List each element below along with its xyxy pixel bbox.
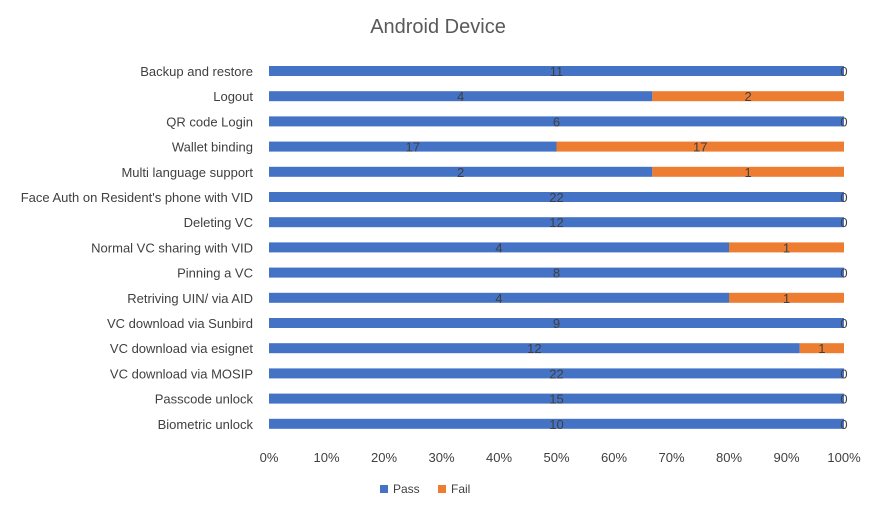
category-label: VC download via MOSIP [110,366,253,381]
category-label: Logout [213,89,253,104]
data-label-pass: 6 [553,114,560,129]
data-label-pass: 22 [549,366,563,381]
data-label-fail: 0 [840,64,847,79]
legend-swatch-pass [380,485,388,493]
data-label-pass: 15 [549,392,563,407]
data-label-pass: 22 [549,190,563,205]
category-label: Backup and restore [140,64,253,79]
data-label-fail: 2 [745,89,752,104]
bar-fail [652,166,844,177]
data-label-fail: 0 [840,417,847,432]
category-label: Passcode unlock [155,392,254,407]
data-label-pass: 12 [549,215,563,230]
data-label-fail: 0 [840,114,847,129]
category-label: Normal VC sharing with VID [91,240,253,255]
data-label-pass: 12 [527,341,541,356]
data-label-pass: 9 [553,316,560,331]
bar-pass [269,141,557,152]
data-label-fail: 1 [783,291,790,306]
x-tick-label: 10% [313,450,339,465]
data-label-fail: 17 [693,140,707,155]
bar-pass [269,368,844,379]
category-label: Pinning a VC [177,266,253,281]
bar-pass [269,66,844,76]
legend: Pass Fail [380,482,470,496]
bars-layer: 11 0 4 2 6 0 17 17 2 1 22 0 12 0 4 1 8 0 4 1 9 0 12 1 22 0 15 0 10 0 [269,64,848,432]
data-label-fail: 0 [840,190,847,205]
category-label: QR code Login [166,114,253,129]
bar-pass [269,242,729,253]
data-label-fail: 1 [783,240,790,255]
category-label: Wallet binding [172,140,253,155]
bar-fail [652,91,844,102]
bar-pass [269,166,653,177]
x-tick-label: 0% [260,450,279,465]
legend-swatch-fail [438,485,446,493]
x-tick-label: 50% [543,450,569,465]
x-tick-label: 100% [827,450,861,465]
bar-pass [269,418,844,429]
bar-pass [269,267,844,278]
category-label: Face Auth on Resident's phone with VID [21,190,253,205]
data-label-pass: 4 [495,240,502,255]
legend-label-fail: Fail [451,482,470,496]
data-label-pass: 4 [495,291,502,306]
category-label: Biometric unlock [158,417,254,432]
category-label: Multi language support [121,165,253,180]
bar-fail [556,141,844,152]
category-label: Deleting VC [184,215,253,230]
x-tick-label: 70% [658,450,684,465]
data-label-pass: 2 [457,165,464,180]
data-label-pass: 10 [549,417,563,432]
legend-label-pass: Pass [393,482,420,496]
data-label-fail: 0 [840,215,847,230]
x-tick-label: 30% [428,450,454,465]
bar-pass [269,217,844,228]
category-label: VC download via esignet [110,341,253,356]
bar-pass [269,393,844,404]
data-label-pass: 11 [550,64,564,79]
data-label-fail: 0 [840,366,847,381]
bar-pass [269,318,844,328]
data-label-pass: 8 [553,266,560,281]
bar-fail [729,242,844,253]
category-label: Retriving UIN/ via AID [127,291,253,306]
category-label: VC download via Sunbird [107,316,253,331]
x-tick-label: 20% [371,450,397,465]
x-tick-label: 80% [716,450,742,465]
data-label-fail: 0 [840,316,847,331]
data-label-fail: 1 [818,341,825,356]
bar-pass [269,116,844,127]
bar-pass [269,192,844,202]
chart-title: Android Device [370,16,506,38]
data-label-pass: 17 [406,140,420,155]
x-tick-label: 90% [773,450,799,465]
bar-pass [269,91,653,102]
category-labels: Backup and restore Logout QR code Login Wal… [21,64,254,432]
data-label-pass: 4 [457,89,464,104]
data-label-fail: 0 [840,266,847,281]
bar-pass [269,292,729,303]
x-axis-ticks: 0% 10% 20% 30% 40% 50% 60% 70% 80% 90% 100% [260,450,861,465]
data-label-fail: 0 [840,392,847,407]
bar-pass [269,343,800,354]
bar-fail [729,292,844,303]
x-tick-label: 60% [601,450,627,465]
data-label-fail: 1 [745,165,752,180]
x-tick-label: 40% [486,450,512,465]
bar-fail [799,343,844,354]
